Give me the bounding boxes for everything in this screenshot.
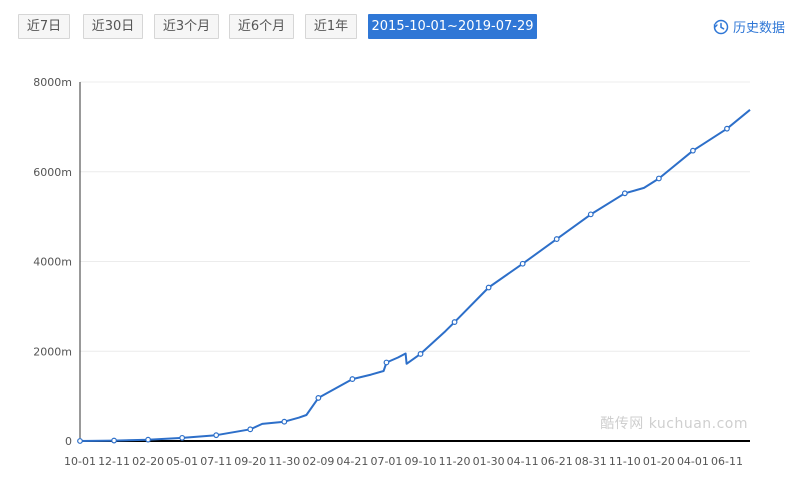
data-point [281,418,288,425]
data-point [655,175,662,182]
tab-last-6-months[interactable]: 近6个月 [229,14,294,39]
data-point [179,434,186,441]
tab-last-3-months[interactable]: 近3个月 [154,14,219,39]
x-tick-label: 11-10 [609,455,641,468]
data-point [553,236,560,242]
x-tick-label: 04-01 [677,455,709,468]
x-tick-label: 12-11 [98,455,130,468]
x-tick-label: 04-21 [336,455,368,468]
data-point [77,438,83,444]
chart-container: 0 2000m 4000m 6000m 8000m 10-01 12-11 02-20 05-… [0,40,801,481]
x-tick-label: 05-01 [166,455,198,468]
data-point [587,211,594,218]
grid-lines [80,81,750,352]
series-layer [79,109,751,442]
x-tick-label: 08-31 [575,455,607,468]
data-point [621,190,628,197]
x-tick-label: 11-20 [439,455,471,468]
x-tick-label: 07-11 [200,455,232,468]
x-tick-label: 10-01 [64,455,96,468]
line-chart: 0 2000m 4000m 6000m 8000m 10-01 12-11 02-20 05-… [33,76,751,468]
range-tab-bar: 近7日 近30日 近3个月 近6个月 近1年 2015-10-01~2019-0… [0,0,801,40]
tab-last-7-days[interactable]: 近7日 [18,14,70,39]
watermark: 酷传网 kuchuan.com [600,416,748,432]
data-point-markers [77,125,730,444]
data-point [111,437,117,444]
history-data-link[interactable]: 历史数据 [713,14,785,39]
x-tick-label: 09-20 [234,455,266,468]
y-axis-labels: 0 2000m 4000m 6000m 8000m [33,76,72,448]
history-clock-icon [713,19,729,34]
x-tick-label: 04-11 [507,455,539,468]
x-tick-label: 02-09 [302,455,334,468]
data-point [451,319,458,325]
axes [79,82,750,442]
x-tick-label: 09-10 [405,455,437,468]
x-tick-label: 06-11 [711,455,743,468]
x-tick-label: 02-20 [132,455,164,468]
data-point [349,376,356,382]
y-tick-label: 0 [65,435,72,448]
data-point [485,284,492,291]
y-tick-label: 8000m [33,76,72,89]
data-point [690,147,696,154]
tab-last-1-year[interactable]: 近1年 [305,14,357,39]
data-point [247,426,254,433]
data-point [315,395,322,401]
x-axis-labels: 10-01 12-11 02-20 05-01 07-11 09-20 11-30 02-09… [64,455,743,468]
x-tick-label: 01-20 [643,455,675,468]
data-point [519,260,526,267]
data-point [383,359,390,366]
data-point [145,436,152,443]
y-tick-label: 6000m [33,166,72,179]
x-tick-label: 01-30 [473,455,505,468]
x-tick-label: 06-21 [541,455,573,468]
series-line [79,109,751,442]
tab-last-30-days[interactable]: 近30日 [83,14,143,39]
x-tick-label: 11-30 [268,455,300,468]
tab-custom-date-range[interactable]: 2015-10-01~2019-07-29 [368,14,537,39]
y-tick-label: 2000m [33,345,72,358]
data-point [417,351,424,357]
history-data-label: 历史数据 [732,21,785,36]
data-point [213,432,220,439]
x-tick-label: 07-01 [370,455,402,468]
y-tick-label: 4000m [33,256,72,269]
data-point [724,125,730,132]
